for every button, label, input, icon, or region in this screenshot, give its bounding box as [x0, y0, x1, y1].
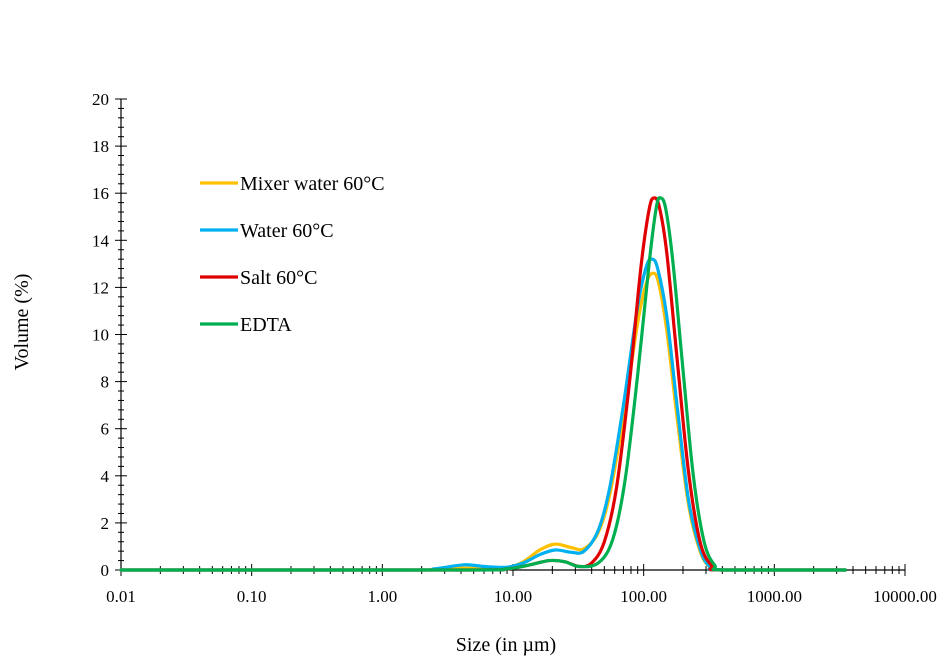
y-tick-label: 20 [92, 90, 109, 109]
y-tick-label: 18 [92, 137, 109, 156]
x-axis-title: Size (in µm) [456, 634, 556, 656]
legend-label: Salt 60°C [240, 267, 317, 289]
legend-label: Mixer water 60°C [240, 173, 385, 195]
legend-label: Water 60°C [240, 220, 334, 242]
x-tick-label: 10000.00 [873, 587, 937, 606]
series-line-edta [119, 196, 848, 572]
y-axis-title: Volume (%) [11, 274, 33, 371]
y-tick-label: 12 [92, 278, 109, 297]
x-tick-label: 100.00 [620, 587, 667, 606]
y-tick-label: 0 [101, 561, 110, 580]
series-line-salt-60-c [119, 196, 848, 572]
series-layer [119, 196, 848, 572]
axes: 0 2 4 6 8 10 12 14 16 18 20 0.01 0.10 1.00 10.00 100.00… [92, 90, 937, 606]
series-line-mixer-water-60-c [119, 271, 848, 572]
x-tick-label: 10.00 [494, 587, 532, 606]
x-tick-label: 1.00 [367, 587, 397, 606]
legend-label: EDTA [240, 314, 292, 336]
y-tick-label: 4 [101, 467, 110, 486]
y-tick-label: 2 [101, 514, 110, 533]
y-tick-label: 14 [92, 231, 110, 250]
y-tick-label: 10 [92, 326, 109, 345]
x-tick-label: 1000.00 [747, 587, 802, 606]
y-tick-label: 16 [92, 184, 109, 203]
x-tick-label: 0.01 [106, 587, 136, 606]
series-line-water-60-c [119, 257, 848, 572]
y-tick-label: 8 [101, 373, 110, 392]
x-tick-label: 0.10 [237, 587, 267, 606]
legend: Mixer water 60°C Water 60°C Salt 60°C EDTA [200, 173, 385, 336]
y-tick-label: 6 [101, 420, 110, 439]
